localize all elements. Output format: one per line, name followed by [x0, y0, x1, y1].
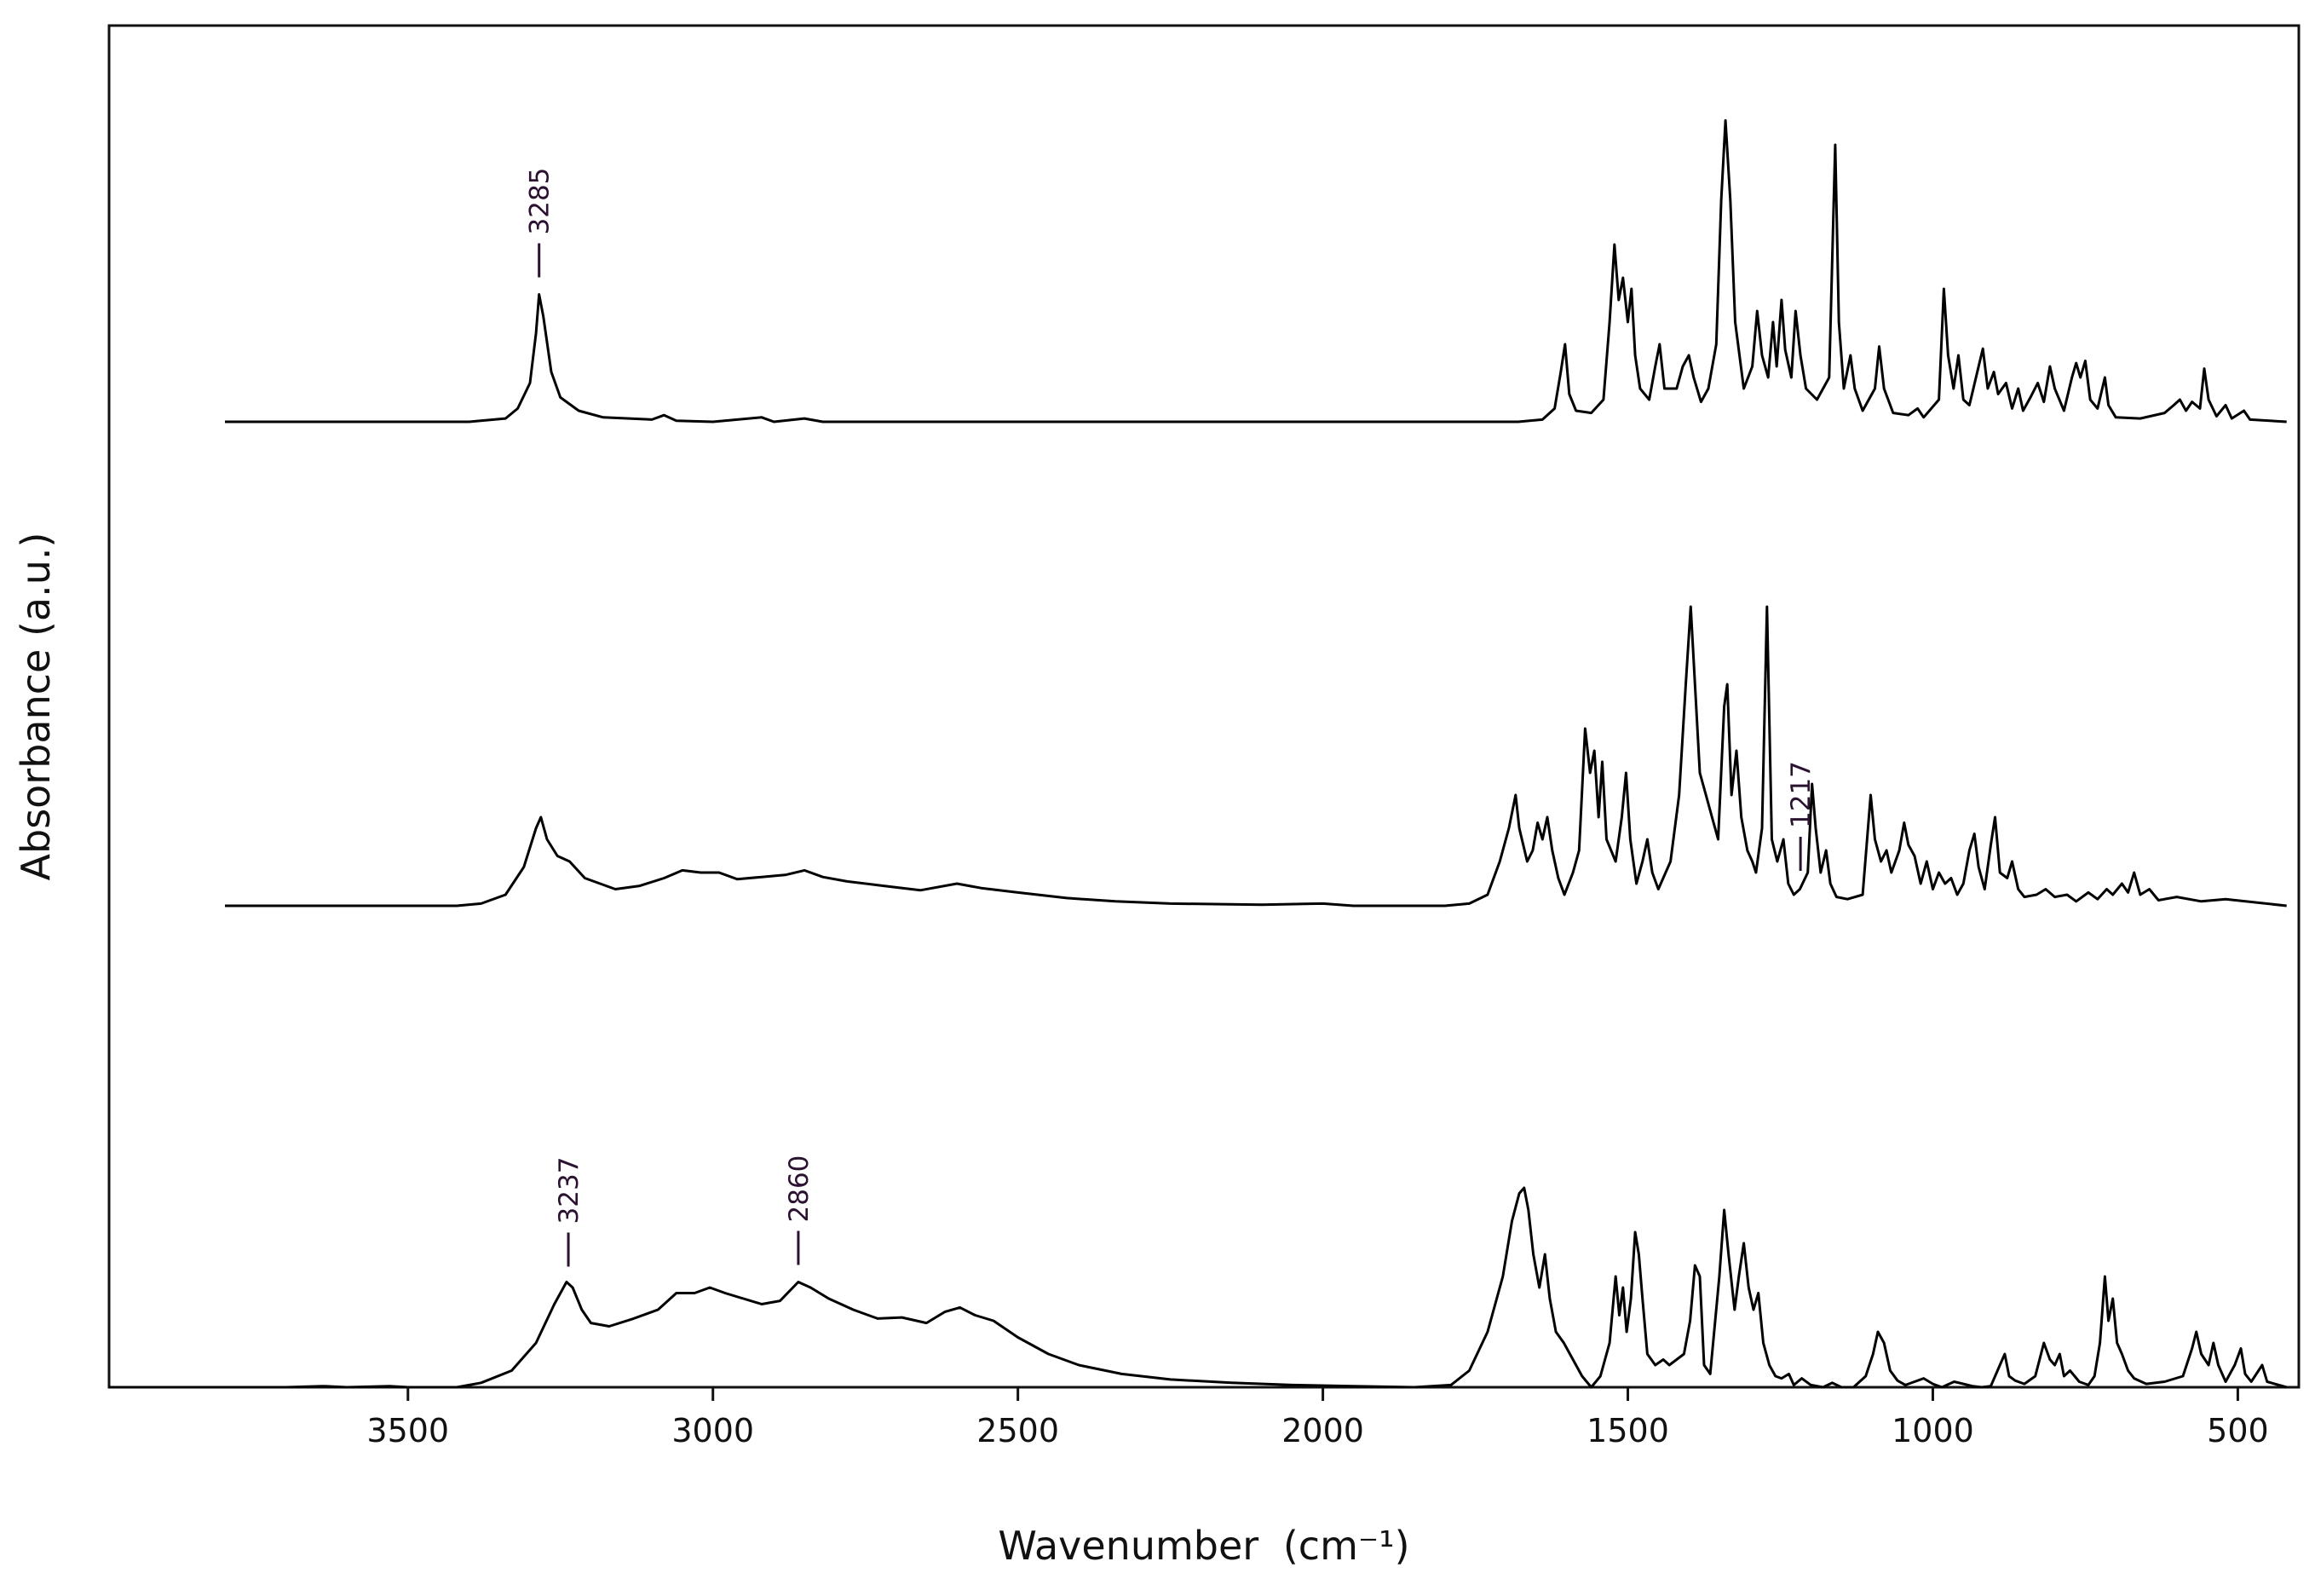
spectrum-line-1 — [225, 118, 2287, 423]
peak-label-3285: 3285 — [525, 168, 556, 235]
plot-frame — [107, 24, 2301, 1389]
annotation-layer: 3285 1217 3237 2860 — [525, 168, 1817, 1267]
x-axis-tick-labels: 3500 3000 2500 2000 1500 1000 500 — [366, 1412, 2268, 1449]
x-axis-title: Wavenumber (cm⁻¹) — [998, 1523, 1409, 1569]
x-tick-label-2500: 2500 — [976, 1412, 1059, 1449]
series-layer — [109, 118, 2288, 1389]
peak-label-3237: 3237 — [554, 1157, 585, 1224]
y-axis-title: Absorbance (a.u.) — [13, 533, 59, 881]
spectrum-line-2 — [225, 605, 2287, 907]
peak-label-1217: 1217 — [1786, 761, 1817, 828]
x-tick-label-3000: 3000 — [671, 1412, 754, 1449]
x-tick-label-500: 500 — [2207, 1412, 2269, 1449]
x-tick-label-1000: 1000 — [1892, 1412, 1974, 1449]
x-axis-title-unit: (cm⁻¹) — [1283, 1523, 1410, 1569]
x-tick-label-1500: 1500 — [1587, 1412, 1669, 1449]
x-axis-ticks — [406, 1387, 2239, 1401]
peak-label-2860: 2860 — [784, 1155, 815, 1223]
spectrum-line-3 — [109, 1186, 2288, 1389]
x-tick-label-2000: 2000 — [1281, 1412, 1364, 1449]
x-axis-title-text: Wavenumber — [998, 1523, 1258, 1569]
x-tick-label-3500: 3500 — [366, 1412, 449, 1449]
